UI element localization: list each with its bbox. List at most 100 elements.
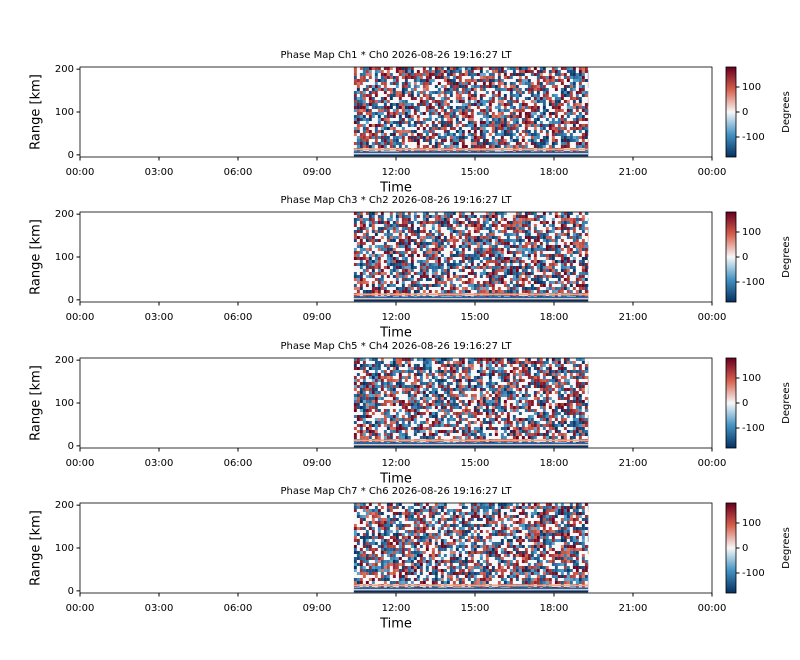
- heatmap-cell: [440, 133, 444, 136]
- heatmap-cell: [539, 212, 543, 215]
- heatmap-cell: [452, 245, 456, 248]
- heatmap-cell: [491, 290, 495, 293]
- heatmap-cell: [488, 239, 492, 242]
- heatmap-cell: [527, 278, 531, 281]
- heatmap-cell: [353, 94, 357, 97]
- heatmap-cell: [548, 139, 552, 142]
- heatmap-cell: [380, 136, 384, 139]
- heatmap-cell: [359, 367, 363, 370]
- heatmap-cell: [359, 130, 363, 133]
- heatmap-cell: [407, 76, 411, 79]
- heatmap-cell: [524, 136, 528, 139]
- heatmap-cell: [407, 281, 411, 284]
- heatmap-cell: [353, 142, 357, 145]
- heatmap-cell: [512, 73, 516, 76]
- heatmap-cell: [377, 145, 381, 148]
- heatmap-cell: [392, 269, 396, 272]
- heatmap-cell: [506, 269, 510, 272]
- heatmap-cell: [413, 281, 417, 284]
- heatmap-cell: [488, 254, 492, 257]
- heatmap-cell: [461, 287, 465, 290]
- heatmap-cell: [515, 245, 519, 248]
- y-tick-label: 0: [68, 295, 74, 306]
- heatmap-cell: [374, 242, 378, 245]
- heatmap-cell: [524, 239, 528, 242]
- heatmap-cell: [554, 254, 558, 257]
- heatmap-cell: [461, 145, 465, 148]
- heatmap-cell: [416, 112, 420, 115]
- heatmap-cell: [389, 287, 393, 290]
- heatmap-cell: [380, 218, 384, 221]
- heatmap-cell: [515, 112, 519, 115]
- heatmap-cell: [470, 142, 474, 145]
- heatmap-cell: [551, 118, 555, 121]
- heatmap-cell: [443, 88, 447, 91]
- heatmap-cell: [407, 254, 411, 257]
- heatmap-cell: [491, 121, 495, 124]
- heatmap-cell: [563, 278, 567, 281]
- y-tick-label: 200: [55, 64, 74, 75]
- heatmap-cell: [359, 221, 363, 224]
- heatmap-cell: [422, 272, 426, 275]
- heatmap-cell: [575, 272, 579, 275]
- heatmap-cell: [524, 230, 528, 233]
- heatmap-cell: [434, 227, 438, 230]
- heatmap-cell: [518, 94, 522, 97]
- heatmap-cell: [404, 94, 408, 97]
- heatmap-cell: [548, 248, 552, 251]
- heatmap-cell: [428, 73, 432, 76]
- heatmap-cell: [452, 121, 456, 124]
- heatmap-cell: [563, 257, 567, 260]
- heatmap-cell: [494, 91, 498, 94]
- heatmap-cell: [569, 251, 573, 254]
- heatmap-cell: [362, 115, 366, 118]
- heatmap-cell: [503, 263, 507, 266]
- heatmap-cell: [440, 100, 444, 103]
- heatmap-cell: [365, 382, 369, 385]
- heatmap-cell: [434, 257, 438, 260]
- heatmap-cell: [578, 70, 582, 73]
- heatmap-cell: [473, 281, 477, 284]
- heatmap-cell: [560, 224, 564, 227]
- heatmap-cell: [581, 287, 585, 290]
- heatmap-cell: [461, 275, 465, 278]
- heatmap-cell: [500, 136, 504, 139]
- heatmap-cell: [452, 224, 456, 227]
- heatmap-cell: [575, 251, 579, 254]
- heatmap-cell: [377, 287, 381, 290]
- heatmap-cell: [443, 112, 447, 115]
- heatmap-cell: [428, 85, 432, 88]
- heatmap-cell: [413, 109, 417, 112]
- heatmap-cell: [482, 236, 486, 239]
- heatmap-cell: [353, 221, 357, 224]
- heatmap-cell: [581, 91, 585, 94]
- heatmap-cell: [524, 97, 528, 100]
- heatmap-cell: [482, 281, 486, 284]
- heatmap-cell: [503, 215, 507, 218]
- heatmap-cell: [542, 139, 546, 142]
- heatmap-cell: [533, 124, 537, 127]
- heatmap-cell: [566, 239, 570, 242]
- heatmap-cell: [419, 139, 423, 142]
- heatmap-cell: [551, 142, 555, 145]
- heatmap-cell: [356, 212, 360, 215]
- heatmap-cell: [500, 139, 504, 142]
- heatmap-cell: [392, 118, 396, 121]
- heatmap-cell: [527, 127, 531, 130]
- heatmap-cell: [359, 121, 363, 124]
- heatmap-cell: [425, 218, 429, 221]
- heatmap-cell: [365, 421, 369, 424]
- heatmap-cell: [584, 85, 588, 88]
- heatmap-cell: [479, 275, 483, 278]
- heatmap-cell: [392, 281, 396, 284]
- heatmap-cell: [545, 212, 549, 215]
- heatmap-cell: [410, 145, 414, 148]
- heatmap-cell: [365, 118, 369, 121]
- heatmap-cell: [551, 115, 555, 118]
- heatmap-cell: [467, 100, 471, 103]
- heatmap-cell: [434, 103, 438, 106]
- heatmap-cell: [488, 121, 492, 124]
- heatmap-cell: [491, 70, 495, 73]
- heatmap-cell: [479, 233, 483, 236]
- heatmap-cell: [473, 106, 477, 109]
